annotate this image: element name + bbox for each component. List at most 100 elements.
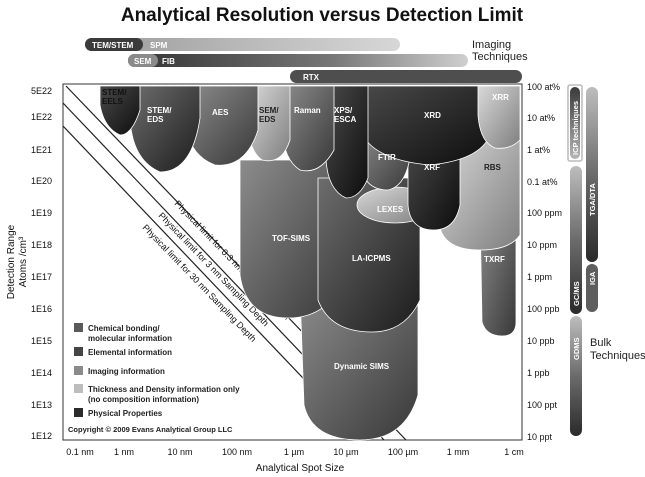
- x-tick: 1 µm: [284, 447, 304, 457]
- y-tick-right: 1 ppb: [527, 368, 550, 378]
- y-axis-left: 5E22 1E22 1E21 1E20 1E19 1E18 1E17 1E16 …: [31, 86, 52, 441]
- y-axis-label-units: Atoms /cm³: [18, 236, 29, 287]
- gc-ms-label: GC/MS: [572, 281, 581, 306]
- y-tick-left: 5E22: [31, 86, 52, 96]
- y-tick-right: 1 ppm: [527, 272, 552, 282]
- label-xrr: XRR: [492, 93, 509, 102]
- bulk-header: Bulk: [590, 337, 612, 349]
- imaging-header-2: Techniques: [472, 51, 528, 63]
- y-axis-label: Detection Range: [6, 224, 17, 299]
- x-axis-label: Analytical Spot Size: [256, 463, 345, 474]
- tga-dta-bar: [586, 87, 598, 262]
- label-aes: AES: [212, 108, 229, 117]
- stem-eels-region: [99, 85, 141, 136]
- legend-swatch: [74, 366, 83, 375]
- technique-regions: [99, 85, 521, 441]
- x-tick: 1 cm: [504, 447, 524, 457]
- legend-label: Imaging information: [88, 367, 165, 376]
- tem-stem-label: TEM/STEM: [92, 41, 134, 50]
- label-xps-esca: XPS/ESCA: [334, 106, 356, 124]
- label-xrf: XRF: [424, 163, 440, 172]
- legend-label: Elemental information: [88, 348, 172, 357]
- legend-label-2: (no composition information): [88, 395, 199, 404]
- legend-label-2: molecular information: [88, 334, 172, 343]
- label-ftir: FTIR: [378, 153, 396, 162]
- label-lexes: LEXES: [377, 205, 404, 214]
- x-tick: 10 µm: [333, 447, 358, 457]
- legend-item: Thickness and Density information only (…: [74, 384, 240, 404]
- y-tick-right: 100 at%: [527, 82, 560, 92]
- y-tick-left: 1E17: [31, 272, 52, 282]
- legend-item: Imaging information: [74, 366, 165, 376]
- y-tick-left: 1E13: [31, 400, 52, 410]
- x-tick: 1 nm: [114, 447, 134, 457]
- legend-label: Thickness and Density information only: [88, 385, 240, 394]
- y-tick-right: 1 at%: [527, 145, 550, 155]
- legend-item: Chemical bonding/ molecular information: [74, 323, 172, 343]
- legend: Chemical bonding/ molecular information …: [68, 323, 240, 434]
- xps-region: [325, 85, 369, 199]
- legend-swatch: [74, 384, 83, 393]
- label-stem-eels: STEM/EELS: [102, 88, 127, 106]
- label-la-icpms: LA-ICPMS: [352, 254, 391, 263]
- legend-item: Physical Properties: [74, 408, 163, 418]
- iga-label: IGA: [588, 271, 597, 285]
- bulk-header-2: Techniques: [590, 350, 645, 362]
- y-tick-left: 1E22: [31, 112, 52, 122]
- spm-label: SPM: [150, 41, 168, 50]
- y-tick-right: 10 ppt: [527, 432, 553, 442]
- imaging-bars: TEM/STEM SPM SEM FIB RTX Imaging Techniq…: [85, 38, 528, 83]
- iga-bar: [586, 264, 598, 312]
- label-dynamic-sims: Dynamic SIMS: [334, 362, 390, 371]
- legend-item: Elemental information: [74, 347, 172, 357]
- x-tick: 100 nm: [222, 447, 252, 457]
- y-tick-left: 1E18: [31, 240, 52, 250]
- sem-bar: [128, 54, 158, 67]
- legend-swatch: [74, 408, 83, 417]
- legend-label: Chemical bonding/: [88, 324, 160, 333]
- diagram-title: Analytical Resolution versus Detection L…: [121, 5, 524, 26]
- y-tick-left: 1E12: [31, 431, 52, 441]
- sem-label: SEM: [134, 57, 152, 66]
- copyright: Copyright © 2009 Evans Analytical Group …: [68, 425, 233, 434]
- gdms-bar: [570, 316, 582, 436]
- icp-label: ICP techniques: [571, 101, 580, 155]
- stem-eds-region: [129, 85, 201, 173]
- legend-swatch: [74, 323, 83, 332]
- label-rbs: RBS: [484, 163, 502, 172]
- tga-dta-label: TGA/DTA: [588, 183, 597, 216]
- bulk-bars: ICP techniques TGA/DTA IGA GC/MS GDMS Bu…: [567, 84, 645, 436]
- label-sem-eds: SEM/EDS: [259, 106, 279, 124]
- y-tick-left: 1E14: [31, 368, 52, 378]
- label-xrd: XRD: [424, 111, 441, 120]
- y-tick-right: 100 ppm: [527, 208, 562, 218]
- y-tick-right: 10 at%: [527, 113, 555, 123]
- y-tick-right: 0.1 at%: [527, 177, 558, 187]
- spm-bar: [85, 38, 400, 51]
- gdms-label: GDMS: [572, 338, 581, 361]
- rtx-bar: [290, 70, 522, 83]
- y-tick-right: 100 ppt: [527, 400, 558, 410]
- y-tick-left: 1E15: [31, 336, 52, 346]
- imaging-header: Imaging: [472, 39, 511, 51]
- label-stem-eels-text: STEM/EELS: [102, 88, 127, 106]
- xrr-region: [477, 85, 521, 149]
- x-axis: 0.1 nm 1 nm 10 nm 100 nm 1 µm 10 µm 100 …: [66, 447, 524, 457]
- fib-bar: [128, 54, 468, 67]
- tem-stem-bar: [85, 38, 143, 51]
- legend-label: Physical Properties: [88, 409, 163, 418]
- x-tick: 1 mm: [447, 447, 470, 457]
- y-tick-left: 1E21: [31, 145, 52, 155]
- y-tick-right: 10 ppb: [527, 336, 555, 346]
- icp-bar: [570, 87, 580, 159]
- technique-labels: STEM/EELS STEM/EDS AES SEM/EDS Raman XPS…: [102, 88, 509, 371]
- y-tick-left: 1E20: [31, 176, 52, 186]
- y-axis-right: 100 at% 10 at% 1 at% 0.1 at% 100 ppm 10 …: [527, 82, 562, 442]
- legend-swatch: [74, 347, 83, 356]
- x-tick: 100 µm: [388, 447, 418, 457]
- label-stem-eds: STEM/EDS: [147, 106, 172, 124]
- x-tick: 0.1 nm: [66, 447, 94, 457]
- fib-label: FIB: [162, 57, 175, 66]
- label-raman: Raman: [294, 106, 321, 115]
